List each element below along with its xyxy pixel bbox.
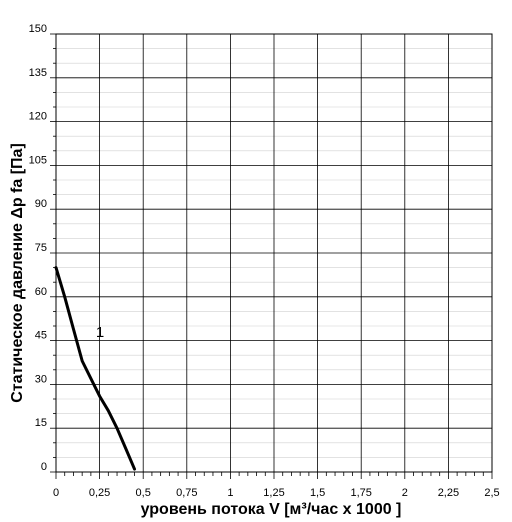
series-layer: 1 <box>54 266 136 471</box>
x-tick-label: 0 <box>53 487 59 499</box>
x-tick-label: 2 <box>402 487 408 499</box>
y-tick-label: 150 <box>29 23 47 35</box>
x-tick-label: 1 <box>227 487 233 499</box>
x-tick-label: 2,5 <box>484 487 499 499</box>
y-tick-label: 90 <box>35 198 47 210</box>
minor-tick-marks <box>50 33 493 479</box>
x-tick-label: 1,5 <box>310 487 325 499</box>
x-tick-label: 1,25 <box>263 487 284 499</box>
y-tick-label: 105 <box>29 154 47 166</box>
x-tick-label: 0,75 <box>176 487 197 499</box>
series-line-1 <box>54 266 136 471</box>
y-tick-label: 135 <box>29 67 47 79</box>
y-tick-label: 60 <box>35 286 47 298</box>
series-label-1: 1 <box>96 324 104 341</box>
y-tick-label: 45 <box>35 330 47 342</box>
plot-frame <box>55 33 493 473</box>
y-tick-label: 75 <box>35 242 47 254</box>
x-tick-label: 0,25 <box>89 487 110 499</box>
x-axis-title: уровень потока V [м³/час x 1000 ] <box>141 501 402 518</box>
x-tick-label: 1,75 <box>350 487 371 499</box>
y-tick-label: 30 <box>35 373 47 385</box>
major-grid <box>56 34 492 472</box>
y-tick-label: 15 <box>35 417 47 429</box>
y-tick-label: 0 <box>41 461 47 473</box>
x-tick-label: 2,25 <box>438 487 459 499</box>
x-tick-labels: 0 0,25 0,5 0,75 1 1,25 1,5 1,75 2 2,25 2,5 <box>53 487 500 499</box>
x-tick-label: 0,5 <box>136 487 151 499</box>
y-tick-label: 120 <box>29 111 47 123</box>
y-tick-labels: 0 15 30 45 60 75 90 105 120 135 150 <box>29 23 47 473</box>
y-axis-title: Статическое давление Δp fa [Па] <box>9 143 26 403</box>
